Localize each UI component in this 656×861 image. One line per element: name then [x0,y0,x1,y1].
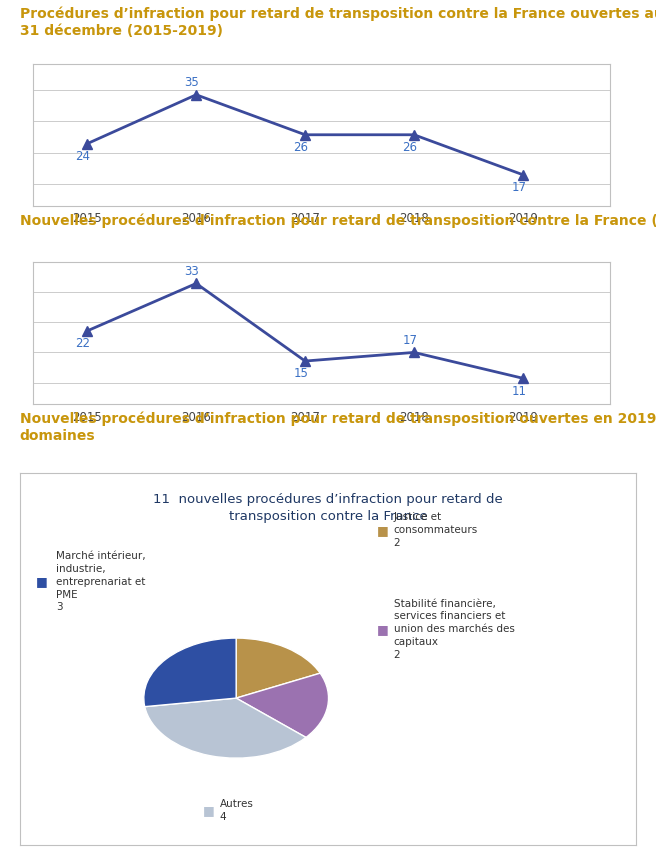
Wedge shape [236,673,329,738]
Text: 22: 22 [75,337,91,350]
Text: 17: 17 [402,333,417,346]
Text: ■: ■ [377,622,389,635]
Text: 24: 24 [75,150,91,163]
Text: Nouvelles procédures d’infraction pour retard de transposition ouvertes en 2019:: Nouvelles procédures d’infraction pour r… [20,411,656,443]
Wedge shape [144,638,236,707]
Text: 35: 35 [184,76,199,89]
Text: 26: 26 [402,141,417,154]
Text: Justice et
consommateurs
2: Justice et consommateurs 2 [394,511,478,548]
Text: 15: 15 [293,367,308,380]
Text: Autres
4: Autres 4 [220,798,254,821]
Text: Marché intérieur,
industrie,
entreprenariat et
PME
3: Marché intérieur, industrie, entreprenar… [56,551,146,611]
Text: Procédures d’infraction pour retard de transposition contre la France ouvertes a: Procédures d’infraction pour retard de t… [20,6,656,38]
Text: 11  nouvelles procédures d’infraction pour retard de
transposition contre la Fra: 11 nouvelles procédures d’infraction pou… [153,492,503,522]
Text: 26: 26 [293,141,308,154]
Text: 11: 11 [511,384,526,397]
Text: 17: 17 [511,181,526,194]
Text: Nouvelles procédures d’infraction pour retard de transposition contre la France : Nouvelles procédures d’infraction pour r… [20,214,656,228]
Text: 33: 33 [184,264,199,277]
Wedge shape [145,698,306,759]
Text: ■: ■ [203,802,215,816]
Text: ■: ■ [377,523,389,536]
Text: ■: ■ [36,574,48,588]
Text: Stabilité financière,
services financiers et
union des marchés des
capitaux
2: Stabilité financière, services financier… [394,598,514,659]
Wedge shape [236,638,320,698]
